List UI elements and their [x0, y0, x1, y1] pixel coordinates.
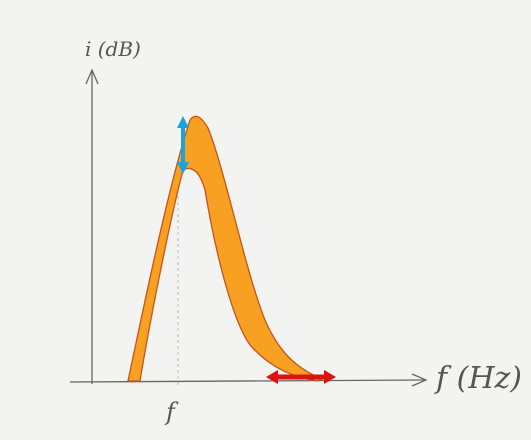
x-axis-label: f (Hz)	[434, 361, 522, 396]
sketch: i (dB) f (Hz) f	[0, 0, 531, 440]
page: i (dB) f (Hz) f (() => { const data = JS…	[0, 0, 531, 440]
y-axis-label: i (dB)	[85, 37, 141, 61]
